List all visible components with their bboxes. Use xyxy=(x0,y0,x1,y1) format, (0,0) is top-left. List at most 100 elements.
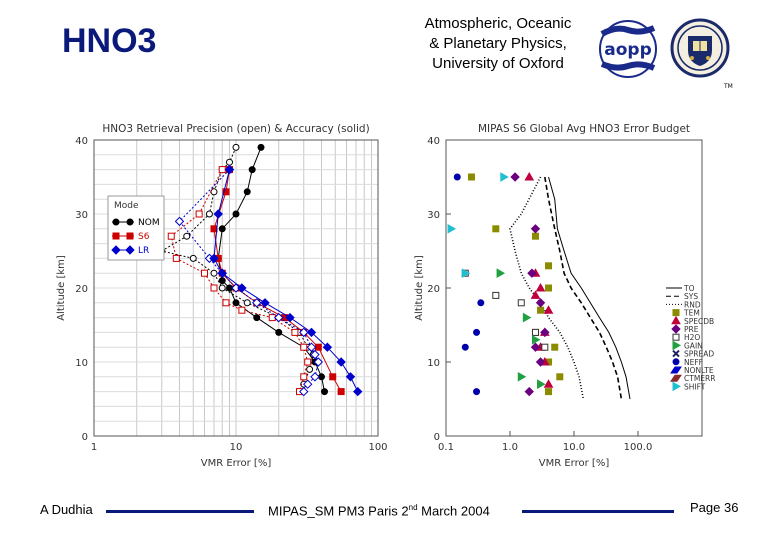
data-point xyxy=(217,268,227,278)
data-point xyxy=(243,299,251,307)
data-point xyxy=(237,283,247,293)
legend-entry: SYS xyxy=(684,292,698,301)
x-tick-label: 100.0 xyxy=(624,442,653,453)
data-point xyxy=(535,282,546,292)
data-point xyxy=(248,166,256,174)
x-tick-label: 10.0 xyxy=(563,442,585,453)
line-sys xyxy=(544,176,623,400)
series-line xyxy=(178,169,319,392)
legend-entry: SHIFT xyxy=(684,382,706,391)
plot-frame xyxy=(445,139,703,437)
legend-marker xyxy=(672,309,680,317)
university-crest-icon: TM xyxy=(670,18,733,90)
legend-marker xyxy=(672,349,680,358)
precision-accuracy-chart: HNO3 Retrieval Precision (open) & Accura… xyxy=(56,123,388,469)
data-point xyxy=(543,305,554,314)
legend-entry: RND xyxy=(684,300,701,309)
footer-event-prefix: MIPAS_SM PM3 Paris 2 xyxy=(268,503,409,519)
data-point xyxy=(329,373,337,381)
y-axis-label: Altitude [km] xyxy=(56,255,67,321)
data-point xyxy=(461,268,471,279)
data-point xyxy=(306,342,317,352)
legend-marker xyxy=(670,374,682,382)
data-point xyxy=(218,284,226,292)
data-point xyxy=(209,253,219,264)
data-point xyxy=(232,143,240,151)
data-point xyxy=(537,379,546,390)
series-lr-precision xyxy=(174,164,324,397)
chart-title: MIPAS S6 Global Avg HNO3 Error Budget xyxy=(478,123,690,135)
legend-entry: S6 xyxy=(138,232,150,242)
legend-marker xyxy=(671,315,681,325)
footer-event-suffix: March 2004 xyxy=(417,503,490,519)
data-point xyxy=(492,291,500,299)
header-line: University of Oxford xyxy=(432,55,564,72)
legend-marker xyxy=(672,358,680,366)
y-tick-label: 10 xyxy=(75,358,88,369)
data-point xyxy=(213,209,223,219)
data-point xyxy=(238,306,246,314)
chart-legend: Mode NOM S6 LR xyxy=(107,195,165,261)
error-budget-chart: MIPAS S6 Global Avg HNO3 Error Budget 0.1… xyxy=(414,123,715,469)
data-point xyxy=(299,386,309,397)
data-point xyxy=(336,357,346,367)
chart-title: HNO3 Retrieval Precision (open) & Accura… xyxy=(102,123,369,135)
data-point xyxy=(321,388,329,396)
series-lr-accuracy xyxy=(209,164,363,397)
institution-header: Atmospheric, Oceanic & Planetary Physics… xyxy=(392,14,604,74)
page-number: Page 36 xyxy=(690,500,739,515)
series-line xyxy=(213,169,342,392)
y-tick-label: 30 xyxy=(427,210,440,221)
data-point xyxy=(218,166,226,174)
points-shift xyxy=(447,172,509,279)
plot-frame xyxy=(93,139,379,437)
data-point xyxy=(524,171,535,181)
data-point xyxy=(556,373,564,381)
data-point xyxy=(510,172,520,182)
data-point xyxy=(310,349,320,360)
data-point xyxy=(535,357,546,367)
legend-marker xyxy=(672,340,682,351)
x-tick-label: 100 xyxy=(368,442,387,453)
data-point xyxy=(274,312,284,323)
data-point xyxy=(517,371,527,382)
data-point xyxy=(167,232,175,240)
legend-marker xyxy=(670,366,682,374)
data-point xyxy=(537,306,545,314)
y-tick-label: 40 xyxy=(427,136,440,147)
footer-event: MIPAS_SM PM3 Paris 2nd March 2004 xyxy=(268,503,490,518)
line-to xyxy=(548,176,631,400)
data-point xyxy=(306,327,317,338)
data-point xyxy=(337,388,345,396)
y-tick-label: 0 xyxy=(434,432,440,443)
y-tick-label: 10 xyxy=(427,358,440,369)
data-point xyxy=(183,232,191,240)
legend-marker xyxy=(112,232,120,240)
series-line xyxy=(160,147,314,385)
logo-text: aopp xyxy=(604,40,652,60)
data-point xyxy=(531,328,539,336)
series-nom-accuracy xyxy=(214,143,329,396)
aopp-logo-icon: aopp xyxy=(599,20,657,78)
series-s6-accuracy xyxy=(210,166,345,396)
data-point xyxy=(545,284,553,292)
header-line: Atmospheric, Oceanic xyxy=(424,15,572,32)
footer-rule xyxy=(522,510,674,513)
data-point xyxy=(205,210,213,218)
legend-marker xyxy=(671,324,681,334)
series-s6-precision xyxy=(167,166,312,396)
data-point xyxy=(524,386,534,397)
data-point xyxy=(496,268,506,279)
y-tick-label: 0 xyxy=(82,432,88,443)
data-point xyxy=(218,225,226,233)
legend-entry: PRE xyxy=(684,325,699,334)
points-gain xyxy=(496,268,546,390)
x-tick-label: 1 xyxy=(91,442,97,453)
data-point xyxy=(477,299,485,307)
data-point xyxy=(260,298,270,308)
y-tick-label: 20 xyxy=(75,284,88,295)
data-point xyxy=(200,269,208,277)
data-point xyxy=(531,334,541,345)
data-point xyxy=(299,327,309,338)
data-point xyxy=(224,164,235,175)
